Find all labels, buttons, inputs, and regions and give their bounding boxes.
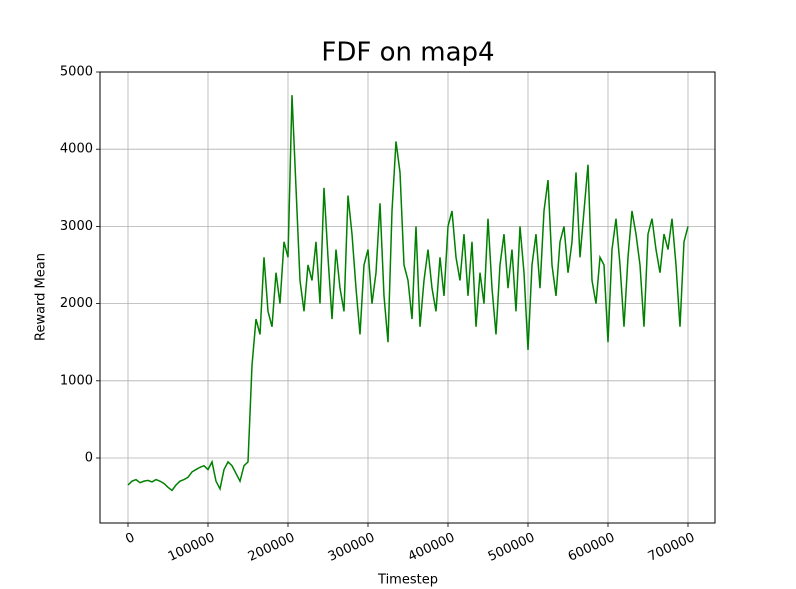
chart-title: FDF on map4 [321, 38, 494, 68]
y-tick-label: 4000 [60, 142, 93, 157]
plot-frame [99, 71, 716, 524]
y-tick-label: 2000 [60, 296, 93, 311]
y-tick-label: 5000 [60, 65, 93, 80]
y-tick-label: 3000 [60, 219, 93, 234]
x-tick-label: 400000 [406, 530, 457, 565]
x-tick-label: 200000 [246, 530, 297, 565]
x-tick-label: 0 [123, 530, 137, 547]
y-axis-label: Reward Mean [34, 253, 49, 341]
x-tick-label: 600000 [566, 530, 617, 565]
x-tick-label: 100000 [166, 530, 217, 565]
x-tick-label: 300000 [326, 530, 377, 565]
y-tick-label: 0 [85, 450, 93, 465]
x-tick-label: 700000 [646, 530, 697, 565]
x-tick-label: 500000 [486, 530, 537, 565]
y-tick-label: 1000 [60, 373, 93, 388]
x-axis-label: Timestep [377, 573, 438, 588]
data-line [127, 95, 689, 492]
